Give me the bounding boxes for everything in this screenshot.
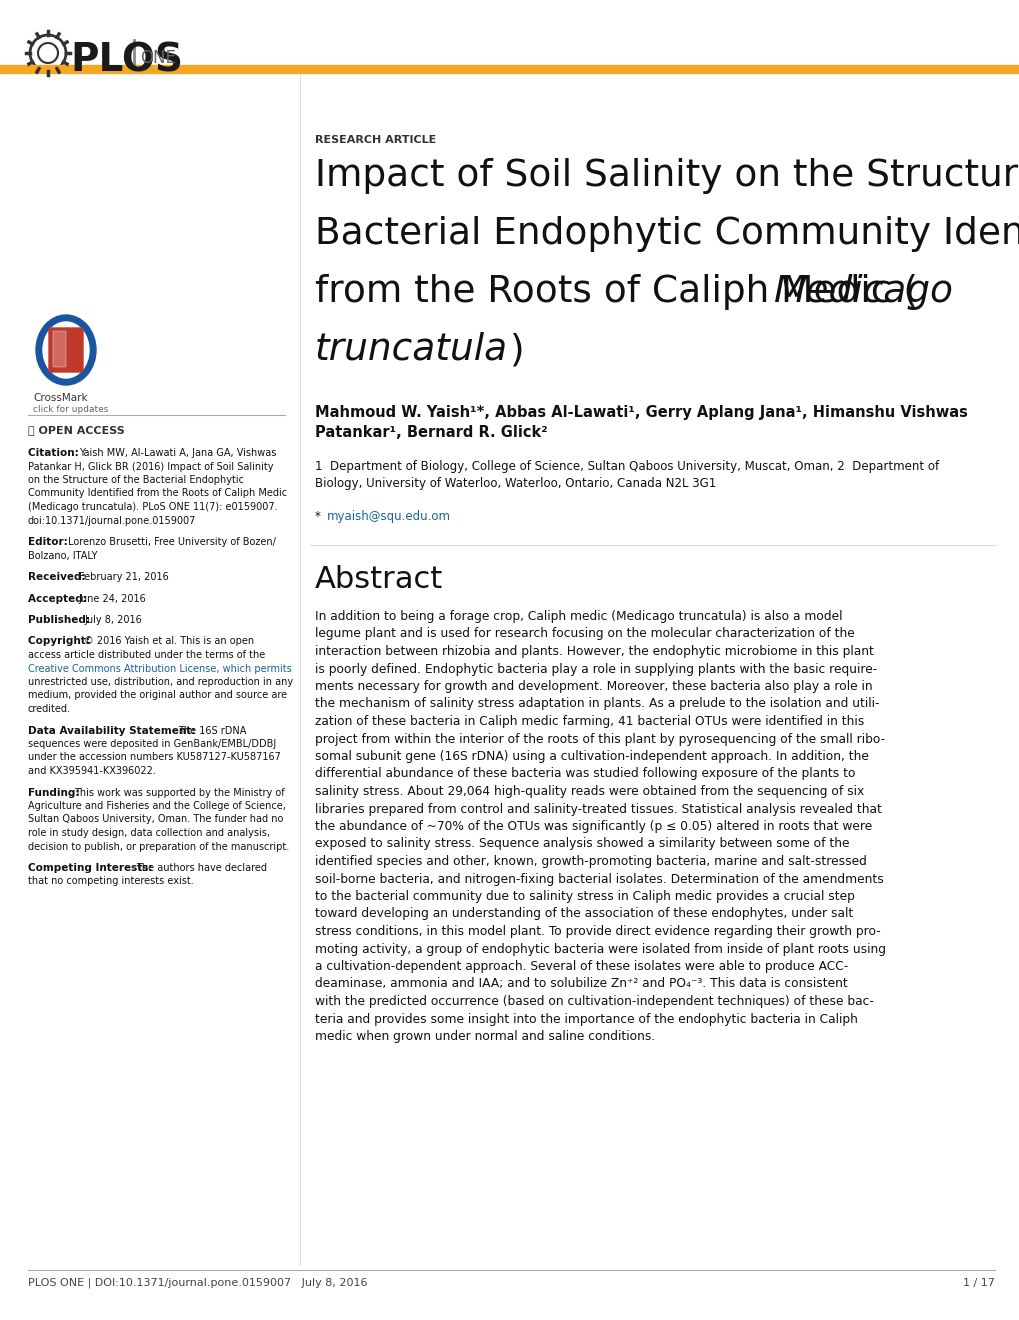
Text: libraries prepared from control and salinity-treated tissues. Statistical analys: libraries prepared from control and sali… — [315, 803, 881, 816]
Text: Sultan Qaboos University, Oman. The funder had no: Sultan Qaboos University, Oman. The fund… — [28, 814, 283, 825]
Text: deaminase, ammonia and IAA; and to solubilize Zn⁺² and PO₄⁻³. This data is consi: deaminase, ammonia and IAA; and to solub… — [315, 978, 847, 990]
Text: Competing Interests:: Competing Interests: — [28, 863, 156, 873]
Text: Editor:: Editor: — [28, 537, 71, 546]
Text: exposed to salinity stress. Sequence analysis showed a similarity between some o: exposed to salinity stress. Sequence ana… — [315, 837, 849, 850]
Text: differential abundance of these bacteria was studied following exposure of the p: differential abundance of these bacteria… — [315, 767, 855, 780]
Text: soil-borne bacteria, and nitrogen-fixing bacterial isolates. Determination of th: soil-borne bacteria, and nitrogen-fixing… — [315, 873, 882, 886]
Text: Impact of Soil Salinity on the Structure of the: Impact of Soil Salinity on the Structure… — [315, 158, 1019, 194]
Bar — [0, 65, 1019, 73]
Text: Patankar H, Glick BR (2016) Impact of Soil Salinity: Patankar H, Glick BR (2016) Impact of So… — [28, 462, 273, 471]
Text: the abundance of ~70% of the OTUs was significantly (p ≤ 0.05) altered in roots : the abundance of ~70% of the OTUs was si… — [315, 820, 871, 833]
Text: Yaish MW, Al-Lawati A, Jana GA, Vishwas: Yaish MW, Al-Lawati A, Jana GA, Vishwas — [78, 447, 276, 458]
Text: February 21, 2016: February 21, 2016 — [78, 572, 168, 582]
Text: decision to publish, or preparation of the manuscript.: decision to publish, or preparation of t… — [28, 842, 289, 851]
Text: somal subunit gene (16S rDNA) using a cultivation-independent approach. In addit: somal subunit gene (16S rDNA) using a cu… — [315, 750, 868, 763]
Text: truncatula: truncatula — [315, 333, 507, 368]
Text: Copyright:: Copyright: — [28, 636, 94, 647]
Text: Biology, University of Waterloo, Waterloo, Ontario, Canada N2L 3G1: Biology, University of Waterloo, Waterlo… — [315, 477, 715, 490]
Text: Data Availability Statement:: Data Availability Statement: — [28, 726, 199, 735]
Text: Community Identified from the Roots of Caliph Medic: Community Identified from the Roots of C… — [28, 488, 286, 499]
Text: ONE: ONE — [140, 49, 175, 67]
Text: to the bacterial community due to salinity stress in Caliph medic provides a cru: to the bacterial community due to salini… — [315, 890, 854, 903]
Text: sequences were deposited in GenBank/EMBL/DDBJ: sequences were deposited in GenBank/EMBL… — [28, 739, 276, 748]
Text: medium, provided the original author and source are: medium, provided the original author and… — [28, 690, 286, 701]
Text: legume plant and is used for research focusing on the molecular characterization: legume plant and is used for research fo… — [315, 627, 854, 640]
Text: salinity stress. About 29,064 high-quality reads were obtained from the sequenci: salinity stress. About 29,064 high-quali… — [315, 785, 863, 799]
FancyBboxPatch shape — [53, 331, 66, 367]
Text: zation of these bacteria in Caliph medic farming, 41 bacterial OTUs were identif: zation of these bacteria in Caliph medic… — [315, 715, 863, 729]
Ellipse shape — [43, 322, 89, 378]
Text: medic when grown under normal and saline conditions.: medic when grown under normal and saline… — [315, 1030, 654, 1043]
Text: moting activity, a group of endophytic bacteria were isolated from inside of pla: moting activity, a group of endophytic b… — [315, 942, 886, 956]
Text: ments necessary for growth and development. Moreover, these bacteria also play a: ments necessary for growth and developme… — [315, 680, 872, 693]
Text: Bacterial Endophytic Community Identified: Bacterial Endophytic Community Identifie… — [315, 216, 1019, 252]
Text: role in study design, data collection and analysis,: role in study design, data collection an… — [28, 828, 270, 838]
FancyBboxPatch shape — [49, 327, 83, 372]
Text: Abstract: Abstract — [315, 565, 443, 594]
Text: July 8, 2016: July 8, 2016 — [84, 615, 142, 624]
Text: with the predicted occurrence (based on cultivation-independent techniques) of t: with the predicted occurrence (based on … — [315, 995, 873, 1008]
Text: the mechanism of salinity stress adaptation in plants. As a prelude to the isola: the mechanism of salinity stress adaptat… — [315, 697, 878, 710]
Ellipse shape — [36, 315, 96, 385]
Text: (Medicago truncatula). PLoS ONE 11(7): e0159007.: (Medicago truncatula). PLoS ONE 11(7): e… — [28, 502, 277, 512]
Text: from the Roots of Caliph Medic (: from the Roots of Caliph Medic ( — [315, 275, 917, 310]
Text: The authors have declared: The authors have declared — [136, 863, 267, 873]
Text: myaish@squ.edu.om: myaish@squ.edu.om — [327, 510, 450, 523]
Text: Lorenzo Brusetti, Free University of Bozen/: Lorenzo Brusetti, Free University of Boz… — [68, 537, 276, 546]
Text: June 24, 2016: June 24, 2016 — [78, 594, 147, 603]
Text: CrossMark: CrossMark — [33, 393, 88, 403]
Text: In addition to being a forage crop, Caliph medic (Medicago truncatula) is also a: In addition to being a forage crop, Cali… — [315, 610, 842, 623]
Text: click for updates: click for updates — [33, 405, 108, 414]
Text: that no competing interests exist.: that no competing interests exist. — [28, 876, 194, 887]
Text: 1 / 17: 1 / 17 — [962, 1278, 994, 1288]
Text: unrestricted use, distribution, and reproduction in any: unrestricted use, distribution, and repr… — [28, 677, 292, 686]
Text: PLOS ONE | DOI:10.1371/journal.pone.0159007   July 8, 2016: PLOS ONE | DOI:10.1371/journal.pone.0159… — [28, 1278, 367, 1288]
Text: This work was supported by the Ministry of: This work was supported by the Ministry … — [73, 788, 284, 797]
Text: Agriculture and Fisheries and the College of Science,: Agriculture and Fisheries and the Colleg… — [28, 801, 285, 810]
Text: RESEARCH ARTICLE: RESEARCH ARTICLE — [315, 135, 436, 145]
Text: identified species and other, known, growth-promoting bacteria, marine and salt-: identified species and other, known, gro… — [315, 855, 866, 869]
Text: 🔒 OPEN ACCESS: 🔒 OPEN ACCESS — [28, 425, 124, 436]
Text: toward developing an understanding of the association of these endophytes, under: toward developing an understanding of th… — [315, 908, 853, 920]
Text: interaction between rhizobia and plants. However, the endophytic microbiome in t: interaction between rhizobia and plants.… — [315, 645, 873, 657]
Text: Funding:: Funding: — [28, 788, 83, 797]
Text: stress conditions, in this model plant. To provide direct evidence regarding the: stress conditions, in this model plant. … — [315, 925, 879, 939]
Text: PLOS: PLOS — [70, 41, 182, 79]
Text: doi:10.1371/journal.pone.0159007: doi:10.1371/journal.pone.0159007 — [28, 516, 197, 525]
Text: The 16S rDNA: The 16S rDNA — [177, 726, 246, 735]
Text: and KX395941-KX396022.: and KX395941-KX396022. — [28, 766, 156, 776]
Text: 1  Department of Biology, College of Science, Sultan Qaboos University, Muscat, : 1 Department of Biology, College of Scie… — [315, 459, 938, 473]
Text: Medicago: Medicago — [773, 275, 953, 310]
Text: teria and provides some insight into the importance of the endophytic bacteria i: teria and provides some insight into the… — [315, 1012, 857, 1026]
Text: Bolzano, ITALY: Bolzano, ITALY — [28, 550, 98, 561]
Text: Received:: Received: — [28, 572, 90, 582]
Text: access article distributed under the terms of the: access article distributed under the ter… — [28, 649, 265, 660]
Text: Published:: Published: — [28, 615, 94, 624]
Text: Creative Commons Attribution License, which permits: Creative Commons Attribution License, wh… — [28, 664, 291, 673]
Text: ): ) — [510, 333, 524, 368]
Text: © 2016 Yaish et al. This is an open: © 2016 Yaish et al. This is an open — [84, 636, 254, 647]
Text: on the Structure of the Bacterial Endophytic: on the Structure of the Bacterial Endoph… — [28, 475, 244, 484]
Text: Citation:: Citation: — [28, 447, 83, 458]
Text: project from within the interior of the roots of this plant by pyrosequencing of: project from within the interior of the … — [315, 733, 884, 746]
Text: is poorly defined. Endophytic bacteria play a role in supplying plants with the : is poorly defined. Endophytic bacteria p… — [315, 663, 876, 676]
Text: Mahmoud W. Yaish¹*, Abbas Al-Lawati¹, Gerry Aplang Jana¹, Himanshu Vishwas: Mahmoud W. Yaish¹*, Abbas Al-Lawati¹, Ge… — [315, 405, 967, 420]
Text: Accepted:: Accepted: — [28, 594, 91, 603]
Text: under the accession numbers KU587127-KU587167: under the accession numbers KU587127-KU5… — [28, 752, 280, 763]
Text: *: * — [315, 510, 324, 523]
Text: Patankar¹, Bernard R. Glick²: Patankar¹, Bernard R. Glick² — [315, 425, 547, 440]
Text: a cultivation-dependent approach. Several of these isolates were able to produce: a cultivation-dependent approach. Severa… — [315, 960, 848, 973]
Text: credited.: credited. — [28, 704, 71, 714]
